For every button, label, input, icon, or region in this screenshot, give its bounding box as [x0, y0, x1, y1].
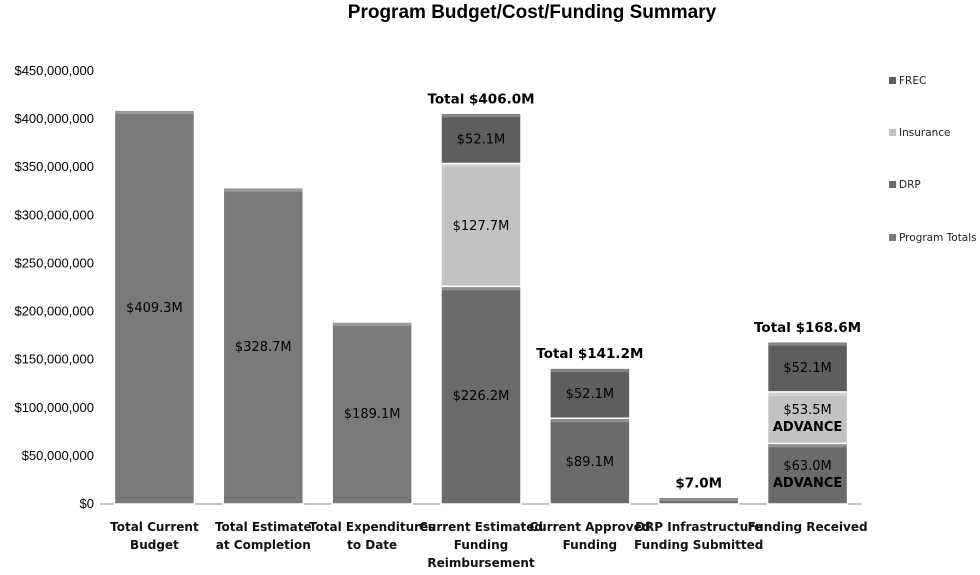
y-tick-label: $450,000,000: [14, 63, 94, 78]
segment-value-label: ADVANCE: [773, 420, 842, 435]
bar-bevel: [768, 392, 847, 396]
segment-value-label: $52.1M: [457, 132, 505, 147]
bar-bevel: [115, 111, 194, 115]
bar-bevel: [442, 287, 520, 291]
bar-bevel: [442, 164, 520, 168]
y-tick-label: $250,000,000: [14, 255, 94, 270]
bar-total-label: Total $141.2M: [536, 346, 643, 362]
bar-bevel: [550, 419, 629, 423]
y-tick-label: $350,000,000: [14, 159, 94, 174]
y-tick-label: $0: [80, 496, 94, 511]
bar-bevel: [442, 114, 520, 118]
x-tick-label: Funding Submitted: [634, 538, 763, 552]
segment-value-label: $226.2M: [453, 389, 510, 404]
legend-swatch: [889, 234, 896, 241]
legend-label: Program Totals: [899, 232, 977, 244]
bar-bevel: [768, 342, 847, 346]
legend-swatch: [889, 181, 896, 188]
bar-segment: [222, 186, 305, 505]
bar-total-label: $7.0M: [675, 475, 722, 491]
segment-value-label: $52.1M: [783, 361, 831, 376]
bar-segment: [766, 391, 849, 445]
y-tick-label: $100,000,000: [14, 400, 94, 415]
segment-value-label: $89.1M: [566, 455, 614, 470]
x-tick-label: Total Current: [110, 520, 199, 534]
segment-value-label: $53.5M: [783, 403, 831, 418]
chart-labels: $409.3M Total Current Budget $328.7M Total E…: [110, 91, 867, 570]
legend-swatch: [889, 129, 896, 136]
x-tick-label: at Completion: [216, 538, 311, 552]
bar-segment: [549, 367, 631, 420]
segment-value-label: $127.7M: [453, 219, 510, 234]
x-tick-label: Current Estimated: [419, 520, 543, 534]
y-tick-label: $200,000,000: [14, 304, 94, 319]
bar-segment: [440, 112, 522, 165]
y-tick-label: $400,000,000: [14, 111, 94, 126]
bar-segment: [549, 417, 631, 505]
bar-bevel: [333, 323, 412, 327]
chart-title: Program Budget/Cost/Funding Summary: [348, 2, 717, 23]
chart-bars: [113, 109, 849, 505]
segment-value-label: ADVANCE: [773, 476, 842, 491]
legend-label: Insurance: [899, 127, 951, 139]
segment-value-label: $409.3M: [126, 301, 183, 316]
legend-label: DRP: [899, 179, 921, 191]
x-tick-label: Funding: [563, 538, 618, 552]
y-tick-label: $300,000,000: [14, 207, 94, 222]
x-tick-label: Current Approved: [529, 520, 650, 534]
bar-segment: [657, 496, 740, 505]
bar-bevel: [224, 188, 303, 192]
bar-segment: [766, 442, 849, 505]
y-tick-label: $150,000,000: [14, 352, 94, 367]
x-tick-label: Funding: [454, 538, 509, 552]
bar-bevel: [659, 498, 738, 502]
x-tick-label: Total Estimate: [215, 520, 312, 534]
bar-total-label: Total $168.6M: [754, 320, 861, 336]
legend-swatch: [889, 77, 896, 84]
segment-value-label: $328.7M: [235, 340, 292, 355]
bar-segment: [440, 285, 522, 505]
x-tick-label: Funding Received: [748, 520, 868, 534]
chart-axes: $0 $50,000,000 $100,000,000 $150,000,000 $20…: [14, 63, 862, 511]
bar-segment: [331, 321, 413, 505]
chart-legend: FREC Insurance DRP Program Totals: [889, 75, 977, 244]
bar-segment: [766, 341, 849, 393]
x-tick-label: Total Expenditures: [309, 520, 435, 534]
bar-bevel: [768, 444, 847, 448]
segment-value-label: $52.1M: [566, 387, 614, 402]
x-tick-label: DRP Infrastructure: [635, 520, 762, 534]
bar-segment: [113, 109, 196, 505]
segment-value-label: $63.0M: [783, 459, 831, 474]
x-tick-label: Budget: [130, 538, 179, 552]
y-tick-label: $50,000,000: [22, 448, 94, 463]
segment-value-label: $189.1M: [344, 407, 401, 422]
bar-bevel: [550, 369, 629, 373]
legend-label: FREC: [899, 75, 926, 87]
bar-total-label: Total $406.0M: [427, 91, 534, 107]
x-tick-label: Reimbursement: [427, 556, 535, 570]
x-tick-label: to Date: [347, 538, 397, 552]
